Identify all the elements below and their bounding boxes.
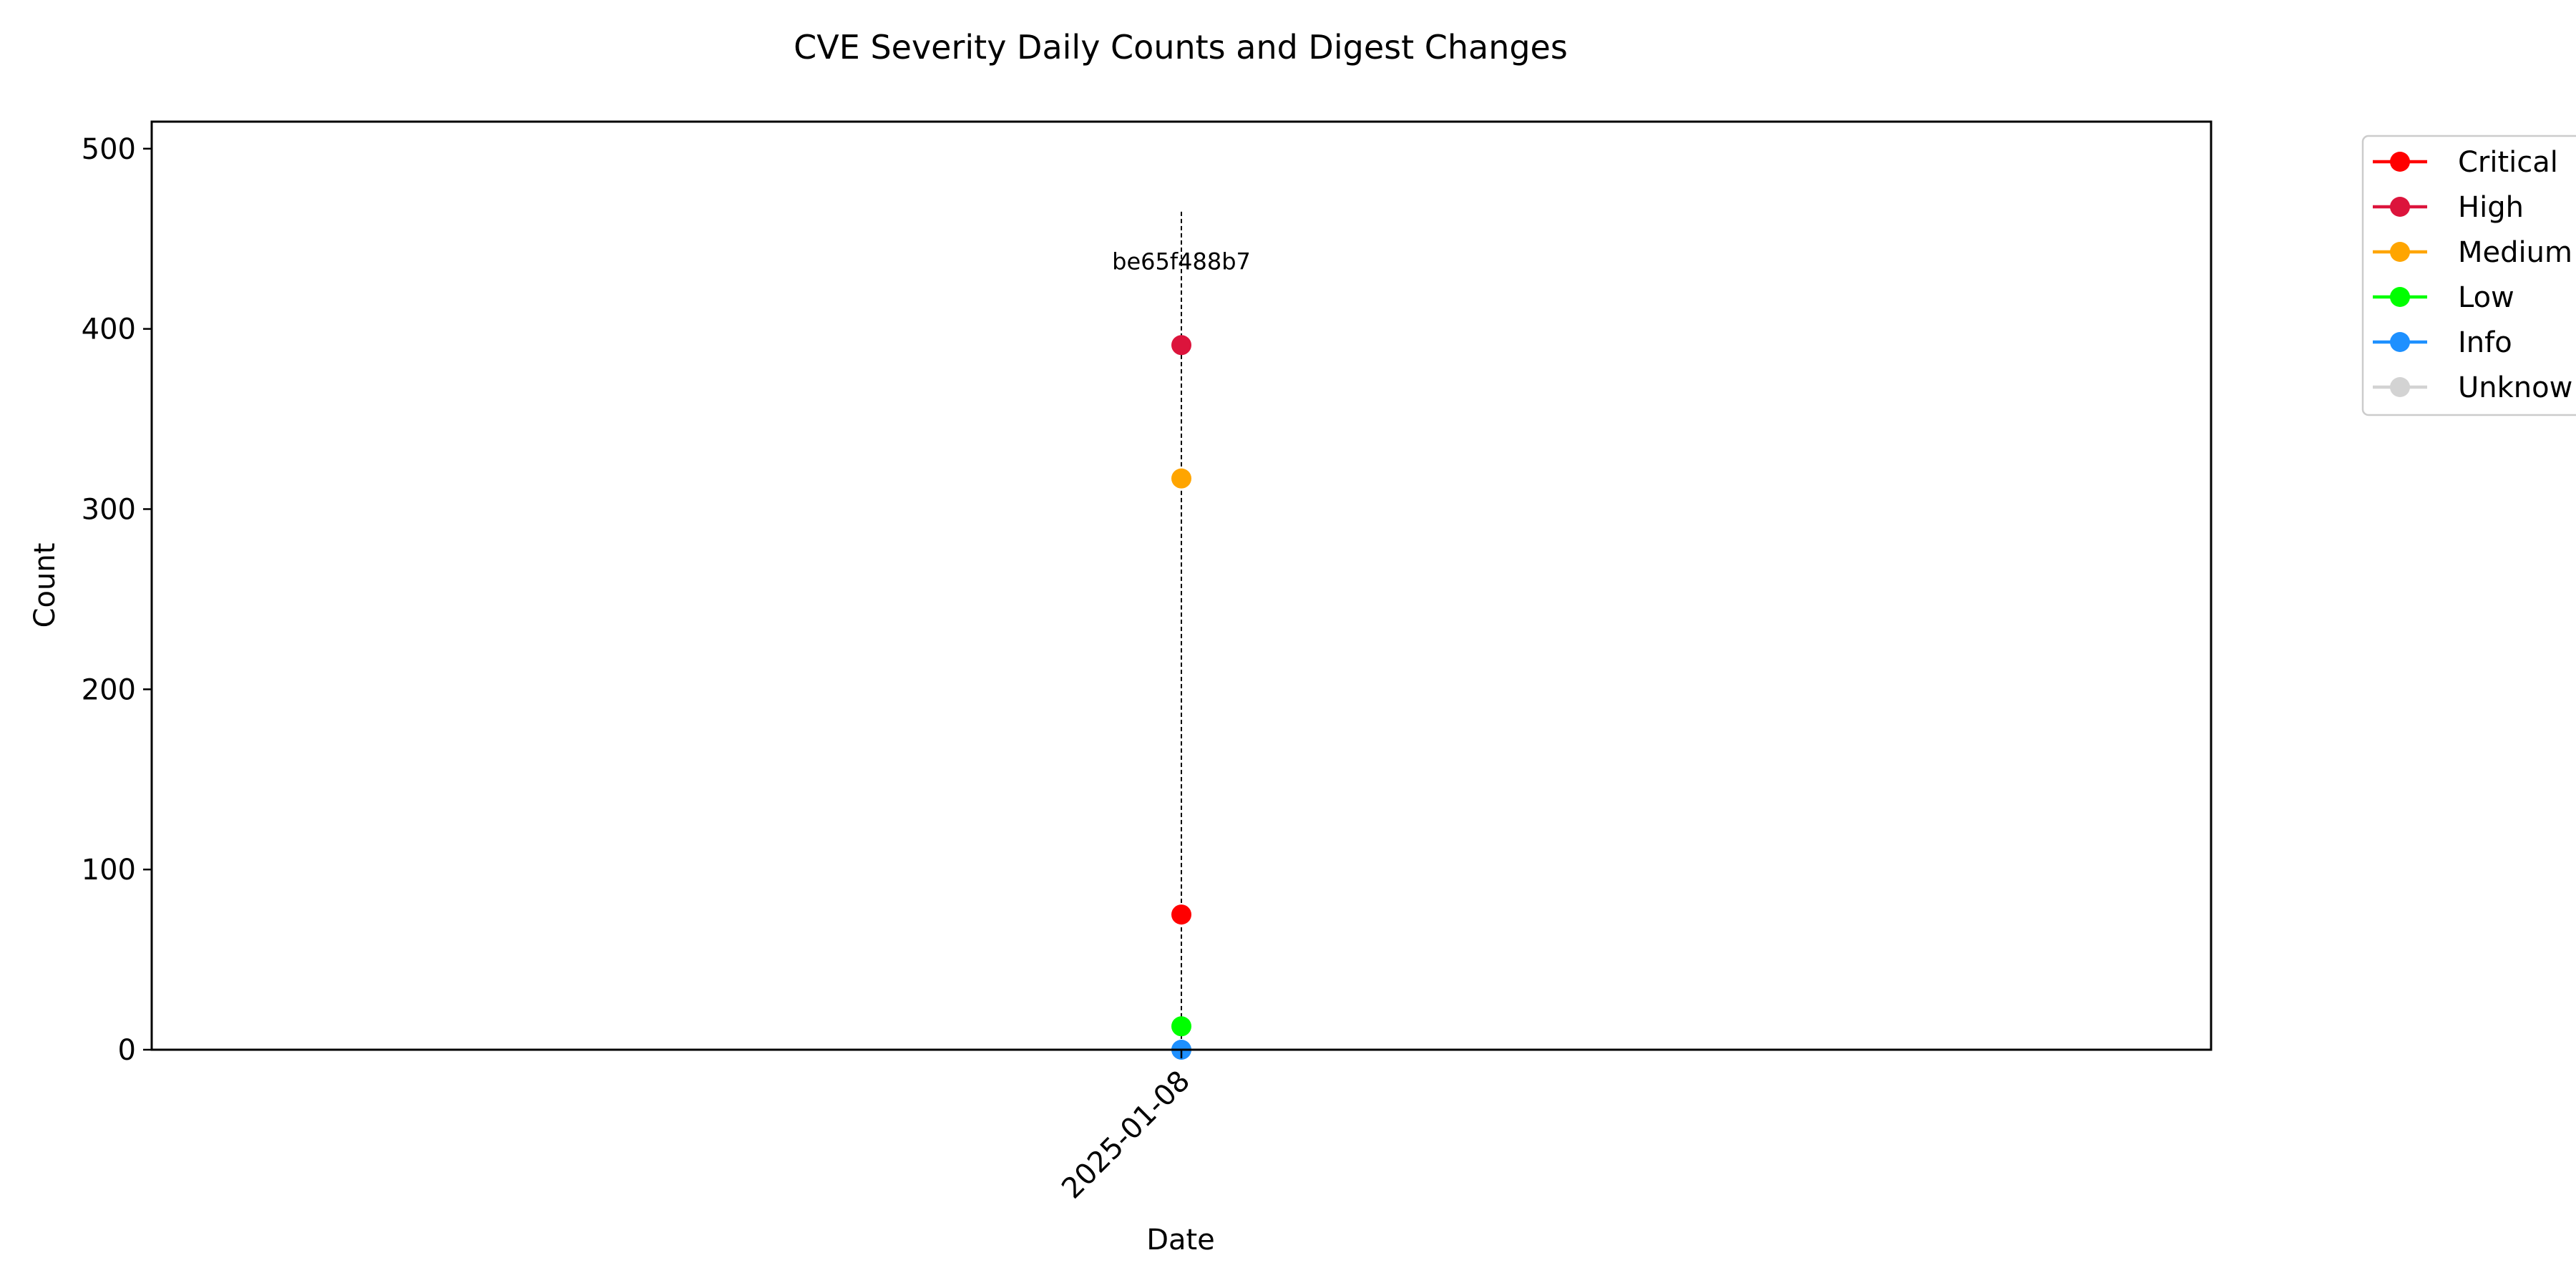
y-tick-label: 0	[118, 1034, 136, 1067]
plot-area: be65f488b7	[150, 120, 2212, 1060]
data-marks	[1171, 335, 1191, 1060]
legend-marker	[2390, 197, 2410, 217]
legend-item-low: Low	[2373, 281, 2514, 314]
series-critical	[1171, 904, 1191, 925]
series-low	[1171, 1016, 1191, 1037]
y-tick-label: 200	[82, 673, 136, 706]
legend-item-info: Info	[2373, 326, 2512, 359]
series-high	[1171, 335, 1191, 356]
legend-item-unknown: Unknow	[2373, 371, 2572, 404]
y-axis-label: Count	[29, 543, 62, 628]
legend-item-medium: Medium	[2373, 236, 2572, 269]
legend-marker	[2390, 152, 2410, 172]
data-point-low	[1171, 1016, 1191, 1037]
legend: Critical High Medium Low Info Unknow	[2361, 135, 2576, 416]
legend-marker	[2390, 242, 2410, 262]
data-point-high	[1171, 335, 1191, 356]
data-point-critical	[1171, 904, 1191, 925]
legend-marker	[2390, 377, 2410, 397]
digest-change-label: be65f488b7	[1112, 248, 1251, 275]
legend-label: High	[2458, 191, 2524, 224]
legend-item-critical: Critical	[2373, 146, 2558, 179]
legend-marker	[2390, 287, 2410, 307]
y-tick-label: 300	[82, 493, 136, 526]
legend-label: Low	[2458, 281, 2514, 314]
legend-item-high: High	[2373, 191, 2524, 224]
legend-marker	[2390, 332, 2410, 352]
legend-label: Info	[2458, 326, 2512, 359]
y-tick-label: 400	[82, 313, 136, 346]
legend-label: Unknow	[2458, 371, 2572, 404]
chart-title: CVE Severity Daily Counts and Digest Cha…	[794, 28, 1568, 67]
y-tick-label: 500	[82, 133, 136, 166]
y-tick-label: 100	[82, 854, 136, 887]
legend-label: Medium	[2458, 236, 2572, 269]
x-axis-label: Date	[1146, 1224, 1215, 1257]
y-axis: 0 100 200 300 400 500	[82, 133, 152, 1067]
series-medium	[1171, 468, 1191, 489]
legend-label: Critical	[2458, 146, 2558, 179]
data-point-medium	[1171, 468, 1191, 489]
